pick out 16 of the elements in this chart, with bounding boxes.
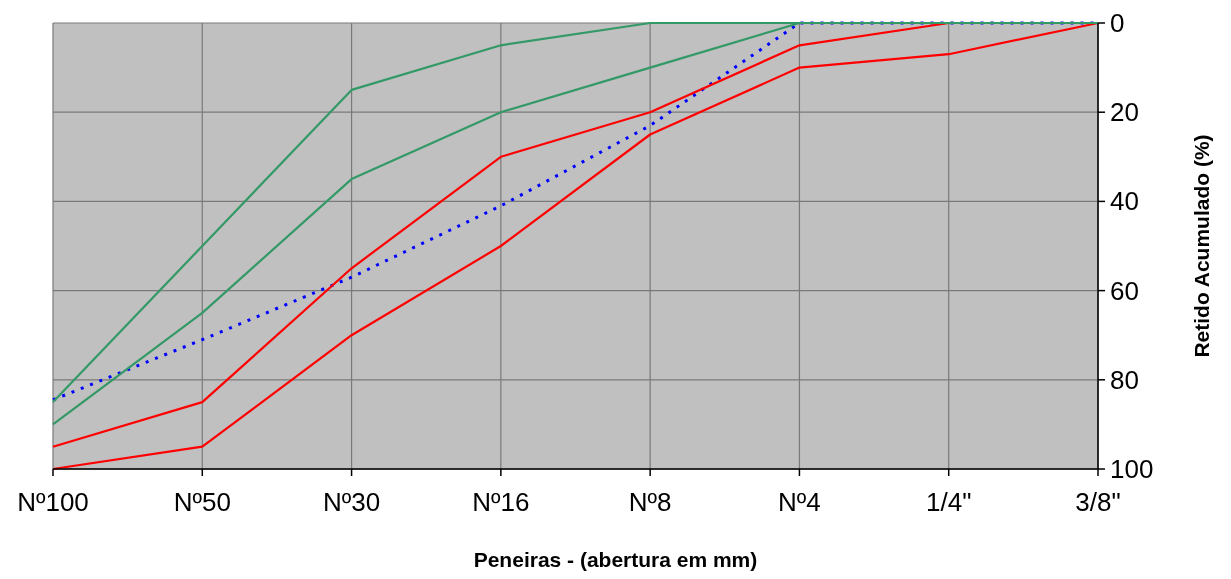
y-tick-label: 40 [1110,186,1139,217]
y-tick-label: 100 [1110,454,1154,484]
x-tick-label: Nº4 [778,487,821,517]
y-tick-label: 20 [1110,97,1139,128]
x-tick-label: Nº30 [322,487,381,517]
x-tick-label: Nº8 [628,487,672,517]
y-tick-label: 0 [1110,8,1125,38]
x-tick-label: Nº50 [173,487,231,517]
y-axis-title: Retido Acumulado (%) [1190,134,1213,358]
x-axis-title: Peneiras - (abertura em mm) [473,548,758,571]
x-tick-label: Nº16 [472,487,530,517]
y-tick-label: 80 [1110,364,1139,395]
x-tick-label: 3/8" [1075,487,1121,517]
x-tick-label: 1/4" [926,487,972,517]
y-tick-label: 60 [1110,275,1139,306]
x-tick-label: Nº100 [17,487,89,517]
